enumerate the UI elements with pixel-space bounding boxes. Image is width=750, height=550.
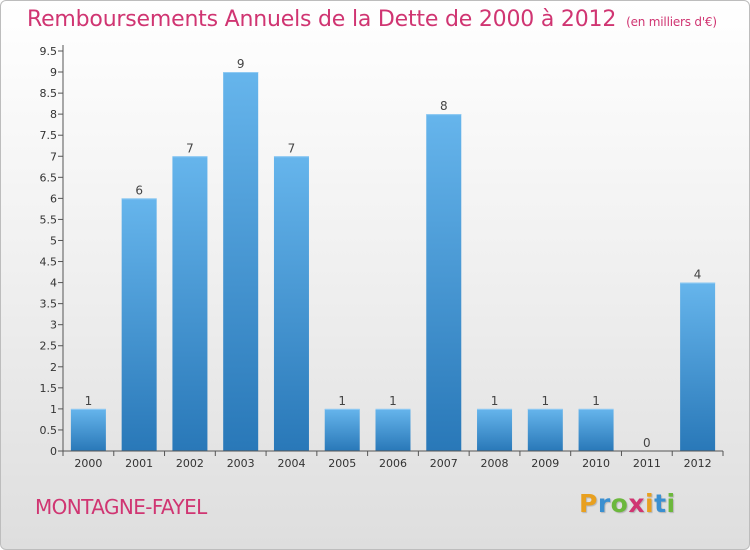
- bar-value-label: 7: [288, 141, 296, 155]
- y-tick-label: 5.5: [40, 213, 58, 226]
- bar-value-label: 9: [237, 57, 245, 71]
- bar-value-label: 1: [491, 394, 499, 408]
- bar-value-label: 1: [541, 394, 549, 408]
- chart-title-text: Remboursements Annuels de la Dette de 20…: [27, 7, 617, 32]
- x-tick-label: 2003: [227, 457, 255, 470]
- unit-note: (en milliers d'€): [626, 15, 717, 29]
- y-tick-label: 1.5: [40, 382, 58, 395]
- bar-value-label: 0: [643, 436, 651, 450]
- x-axis: 2000 2001 2002 2003 2004 2005 2006 2007 2008 2009…: [62, 450, 724, 470]
- x-tick-label: 2004: [277, 457, 305, 470]
- y-tick-label: 2: [50, 361, 57, 374]
- logo-letter: i: [645, 489, 655, 518]
- y-tick-label: 6.5: [40, 171, 58, 184]
- proxiti-logo: Proxiti: [579, 489, 676, 518]
- bar-2005: [324, 408, 360, 451]
- bar-2000: [70, 408, 106, 451]
- bar-value-label: 8: [440, 99, 448, 113]
- x-tick-label: 2002: [176, 457, 204, 470]
- y-tick-label: 7.5: [40, 129, 58, 142]
- bar-2012: [680, 282, 716, 451]
- bar-value-label: 1: [592, 394, 600, 408]
- bar-value-label: 1: [338, 394, 346, 408]
- logo-letter: P: [579, 489, 598, 518]
- bar-2003: [223, 72, 259, 451]
- y-tick-label: 1: [50, 403, 57, 416]
- x-tick-label: 2007: [430, 457, 458, 470]
- bar-2007: [426, 114, 462, 451]
- x-tick-label: 2005: [328, 457, 356, 470]
- commune-name: MONTAGNE-FAYEL: [35, 495, 207, 519]
- chart-title: Remboursements Annuels de la Dette de 20…: [27, 7, 717, 32]
- y-tick-label: 3.5: [40, 298, 58, 311]
- x-tick-label: 2011: [633, 457, 661, 470]
- y-tick-label: 4.5: [40, 256, 58, 269]
- bar-2006: [375, 408, 411, 451]
- y-tick-label: 3: [50, 319, 57, 332]
- bar-2002: [172, 156, 208, 451]
- x-tick-label: 2001: [125, 457, 153, 470]
- y-axis: 0 0.5 1 1.5 2 2.5 3 3.5 4 4.5 5 5.5 6 6.5 7 7.5 8 8.5 9 9.5: [40, 45, 64, 458]
- bar-2004: [273, 156, 309, 451]
- y-tick-label: 2.5: [40, 340, 58, 353]
- bar-2009: [527, 408, 563, 451]
- y-tick-label: 5: [50, 234, 57, 247]
- y-tick-label: 0: [50, 445, 57, 458]
- y-tick-label: 9.5: [40, 45, 58, 58]
- y-tick-label: 0.5: [40, 424, 58, 437]
- x-tick-label: 2012: [684, 457, 712, 470]
- bar-value-label: 7: [186, 141, 194, 155]
- bar-value-label: 1: [85, 394, 93, 408]
- bar-value-label: 1: [389, 394, 397, 408]
- logo-letter: i: [666, 489, 676, 518]
- x-tick-label: 2009: [531, 457, 559, 470]
- x-tick-label: 2006: [379, 457, 407, 470]
- logo-letter: x: [628, 489, 645, 518]
- logo-letter: t: [654, 489, 667, 518]
- bar-2010: [578, 408, 614, 451]
- x-tick-label: 2008: [481, 457, 509, 470]
- bar-2008: [477, 408, 513, 451]
- bar-2001: [121, 198, 157, 451]
- y-tick-label: 4: [50, 277, 57, 290]
- y-tick-label: 8.5: [40, 87, 58, 100]
- y-tick-label: 8: [50, 108, 57, 121]
- logo-letter: o: [610, 489, 629, 518]
- x-tick-label: 2000: [74, 457, 102, 470]
- bar-value-label: 6: [135, 183, 143, 197]
- y-tick-label: 6: [50, 192, 57, 205]
- logo-letter: r: [597, 489, 611, 518]
- y-tick-label: 7: [50, 150, 57, 163]
- y-tick-label: 9: [50, 66, 57, 79]
- x-tick-label: 2010: [582, 457, 610, 470]
- bars: 1 6 7 9 7 1 1 8 1 1 1 0 4: [70, 57, 716, 451]
- bar-value-label: 4: [694, 268, 702, 282]
